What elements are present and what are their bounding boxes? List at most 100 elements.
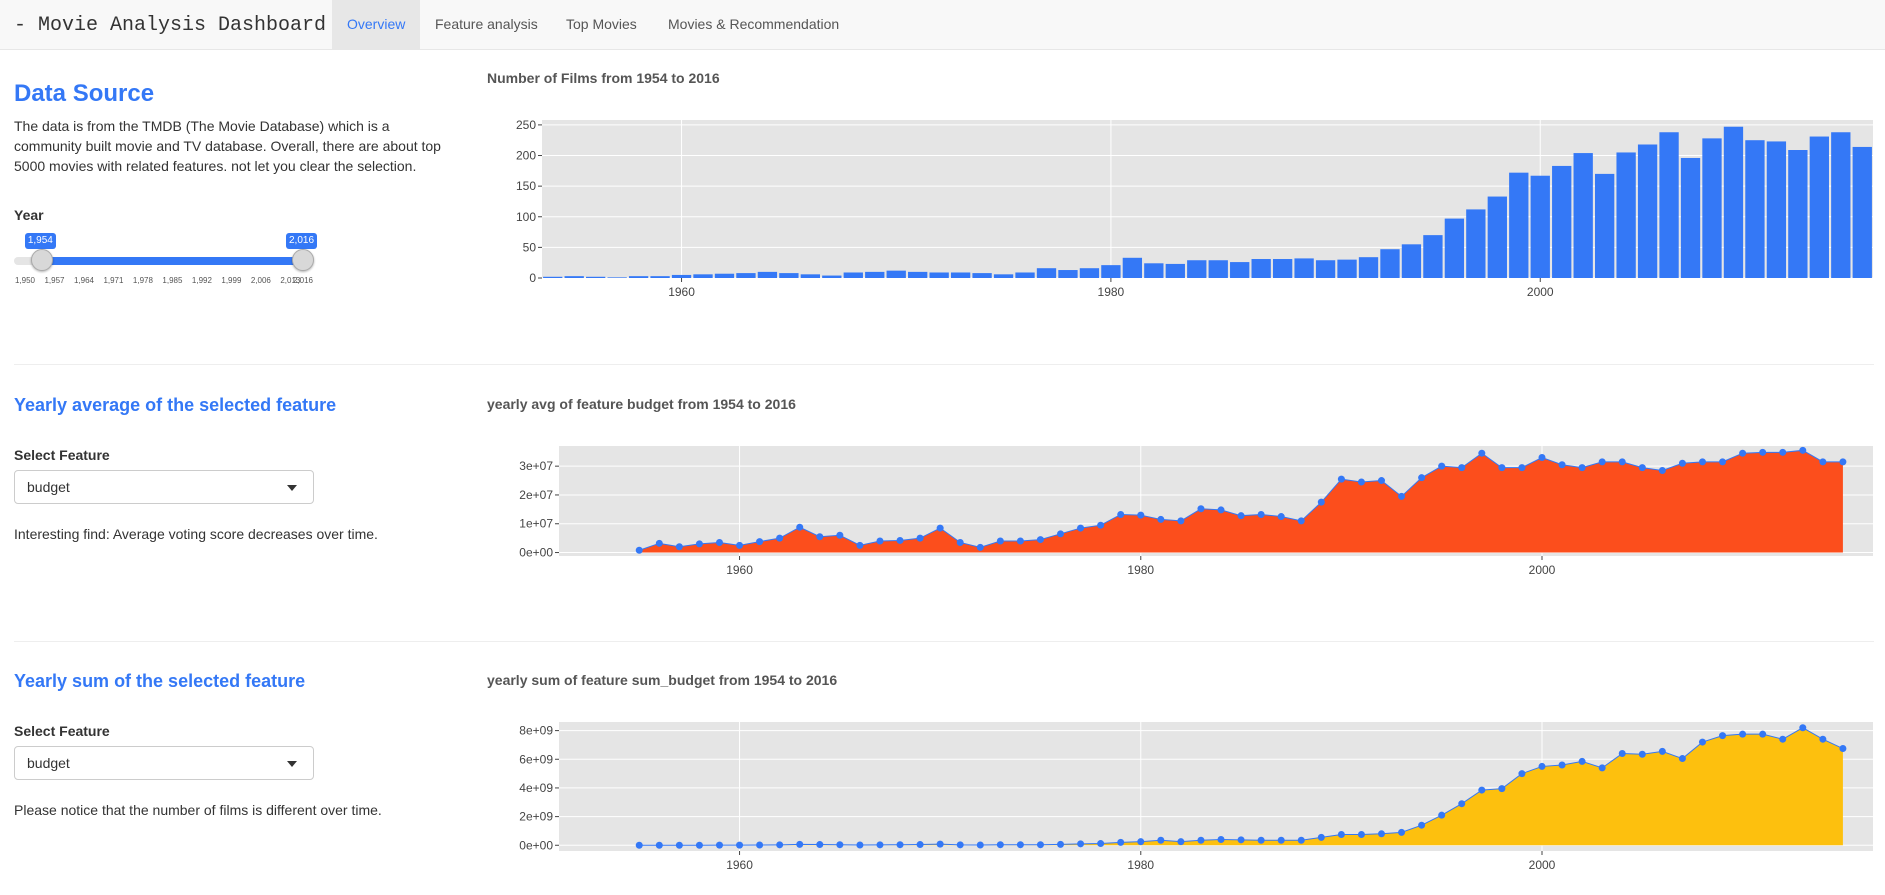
data-point	[976, 841, 984, 849]
avg-area-chart: 0e+00 1e+07 2e+07 3e+07 1960 1980 2000	[519, 446, 1873, 577]
data-point	[1478, 449, 1486, 457]
data-point	[1157, 836, 1165, 844]
bar	[1466, 209, 1486, 278]
y-tick-label: 250	[516, 118, 536, 132]
data-point	[635, 546, 643, 554]
data-point	[1779, 735, 1787, 743]
data-point	[655, 539, 663, 547]
data-point	[1217, 836, 1225, 844]
data-point	[1799, 724, 1807, 732]
bar	[1401, 244, 1422, 278]
slider-tick-label: 1,964	[73, 276, 94, 285]
bar	[908, 271, 928, 278]
data-point	[1378, 830, 1386, 838]
bar	[865, 271, 885, 278]
bar	[886, 270, 906, 278]
data-point	[1137, 838, 1145, 846]
bar	[1272, 259, 1293, 278]
data-point	[1257, 511, 1265, 519]
data-point	[1418, 821, 1426, 829]
data-point	[796, 523, 804, 531]
bar	[1788, 150, 1808, 278]
data-point	[756, 538, 764, 546]
sum-feature-select[interactable]: budget	[14, 746, 314, 780]
data-point	[736, 541, 744, 549]
x-tick-label: 1960	[726, 563, 753, 577]
data-point	[1739, 449, 1747, 457]
data-point	[1057, 840, 1065, 848]
bar	[1552, 165, 1572, 278]
year-range-slider[interactable]: 1,954 2,016 1,950 1,957 1,964 1,971 1,978 1,9…	[14, 225, 320, 295]
data-point	[1438, 462, 1446, 470]
data-point	[1177, 838, 1185, 846]
data-point	[1217, 506, 1225, 514]
sum-area-chart: 0e+00 2e+09 4e+09 6e+09 8e+09 1960 1980 2000	[519, 722, 1873, 872]
data-point	[1598, 764, 1606, 772]
data-point	[916, 841, 924, 849]
bar	[586, 276, 606, 278]
data-point	[776, 841, 784, 849]
data-point	[1337, 475, 1345, 483]
bar	[950, 272, 971, 278]
x-tick-label: 2000	[1529, 563, 1556, 577]
data-point	[1097, 521, 1105, 529]
slider-tick-label: 1,971	[103, 276, 124, 285]
bar	[1122, 257, 1143, 278]
data-point	[635, 841, 643, 849]
bar	[929, 272, 949, 278]
x-tick-label: 2000	[1529, 858, 1556, 872]
data-point	[1016, 841, 1024, 849]
slider-from-badge: 1,954	[24, 233, 56, 249]
slider-tick-label: 2,013	[280, 276, 301, 285]
x-tick-label: 1980	[1127, 563, 1154, 577]
bar	[1530, 175, 1550, 278]
bar	[628, 276, 649, 278]
data-point	[1357, 831, 1365, 839]
data-point	[1678, 459, 1686, 467]
slider-from-handle[interactable]	[30, 249, 53, 271]
bar	[822, 275, 842, 278]
slider-tick-label: 2,006	[250, 276, 271, 285]
tab-top-movies[interactable]: Top Movies	[566, 16, 637, 32]
bar	[1573, 153, 1593, 278]
bar	[1852, 146, 1872, 278]
data-point	[1297, 836, 1305, 844]
bar	[650, 276, 670, 278]
data-point	[736, 841, 744, 849]
data-point	[1498, 785, 1506, 793]
data-point	[1057, 530, 1065, 538]
data-point	[1558, 761, 1566, 769]
x-tick-label: 1960	[668, 285, 695, 299]
data-point	[1658, 747, 1666, 755]
slider-tick-label: 2,016	[292, 276, 314, 285]
y-tick-label: 1e+07	[519, 517, 553, 531]
bar	[1380, 249, 1400, 278]
y-tick-label: 6e+09	[519, 752, 553, 766]
bar	[1745, 140, 1765, 278]
data-point	[936, 524, 944, 532]
bar	[1423, 235, 1443, 278]
slider-to-handle[interactable]	[292, 249, 314, 271]
bar	[671, 274, 692, 278]
data-point	[996, 537, 1004, 545]
bar	[1358, 257, 1379, 278]
bar	[757, 271, 778, 278]
data-point	[675, 841, 683, 849]
tab-feature-analysis[interactable]: Feature analysis	[435, 16, 538, 32]
bar	[1680, 157, 1701, 278]
tab-movies-recommendation[interactable]: Movies & Recommendation	[668, 16, 840, 32]
tab-overview[interactable]: Overview	[332, 0, 421, 49]
data-point	[1117, 838, 1125, 846]
y-tick-label: 4e+09	[519, 781, 553, 795]
slider-to-badge: 2,016	[286, 233, 318, 249]
data-point	[695, 540, 703, 548]
sum-select-label: Select Feature	[14, 723, 110, 739]
bar	[1444, 218, 1465, 278]
data-point	[1398, 492, 1406, 500]
data-point	[1378, 477, 1386, 485]
avg-feature-select[interactable]: budget	[14, 470, 314, 504]
data-point	[1418, 474, 1426, 482]
bar	[607, 277, 627, 278]
data-point	[956, 841, 964, 849]
slider-tick-label: 1,992	[191, 276, 212, 285]
